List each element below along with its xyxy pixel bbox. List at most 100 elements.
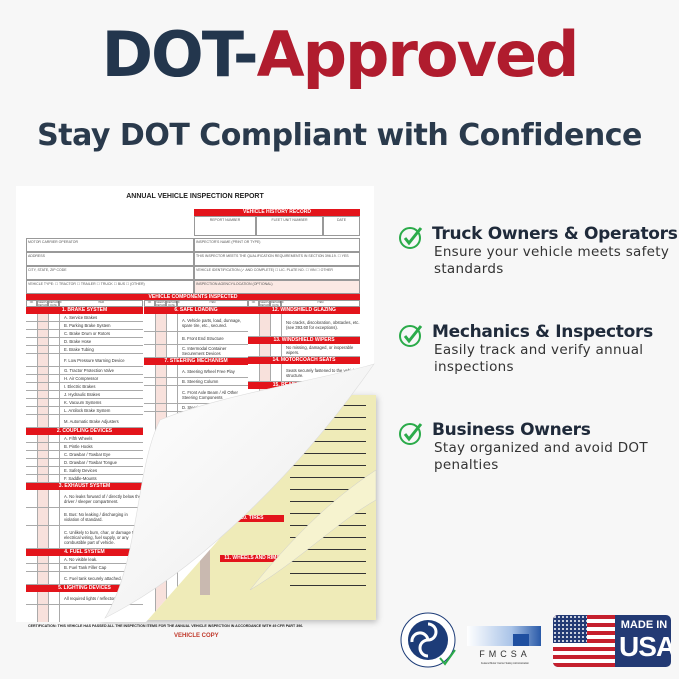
subheadline: Stay DOT Compliant with Confidence <box>37 118 642 153</box>
inspection-item: B. Parking Brake System <box>26 322 143 330</box>
fmcsa-logo: FMCSA Federal Motor Carrier Safety Admin… <box>465 622 545 668</box>
benefit-title: Mechanics & Inspectors <box>432 322 653 342</box>
form-field: VEHICLE IDENTIFICATION (✓ AND COMPLETE) … <box>194 266 360 280</box>
ruled-line <box>290 429 366 430</box>
inspection-item: C. Drawbar / Towbar Eye <box>26 451 143 459</box>
item-label: B. Front End Structure <box>182 335 224 341</box>
inspection-item: D. Drawbar / Towbar Tongue <box>26 459 143 467</box>
item-label: All required lights / reflectors operabl… <box>64 595 136 601</box>
item-label: C. Brake Drum or Rotors <box>64 331 111 336</box>
history-col: FLEET UNIT NUMBER <box>256 216 323 236</box>
form-field: VEHICLE TYPE: ☐ TRACTOR ☐ TRAILER ☐ TRUC… <box>26 280 194 294</box>
item-label: No cracks, discoloration, obstacles, etc… <box>286 320 360 330</box>
headline-dot: DOT- <box>101 18 259 91</box>
headline: DOT-Approved <box>0 18 679 91</box>
white-curl <box>104 363 375 619</box>
col-header: ITEM <box>177 300 248 307</box>
col-header: NEEDS REPAIR <box>37 300 48 307</box>
item-label: B. Bus: No leaking / discharging in viol… <box>64 511 128 522</box>
back-section-wheels: 11. WHEELS AND RIMS <box>220 555 284 562</box>
section-header: 14. MOTORCOACH SEATS <box>248 357 360 364</box>
benefit-item: Mechanics & Inspectors Easily track and v… <box>398 322 679 376</box>
section-header: 7. STEERING MECHANISM <box>144 358 248 365</box>
item-label: M. Automatic Brake Adjusters <box>64 418 119 424</box>
section-header: 13. WINDSHIELD WIPERS <box>248 337 360 344</box>
inspection-item: F. Saddle-Mounts <box>26 475 143 483</box>
inspection-item: I. Electric Brakes <box>26 383 143 391</box>
ruled-line <box>290 453 366 454</box>
history-record-bar: VEHICLE HISTORY RECORD <box>194 209 360 216</box>
inspection-item: A. Vehicle parts, load, dunnage, spare t… <box>144 314 248 332</box>
check-circle-icon <box>399 325 423 347</box>
item-label: J. Hydraulic Brakes <box>64 392 101 397</box>
item-label: C. Unlikely to burn, char, or damage the… <box>64 529 138 545</box>
fmcsa-text: FMCSA <box>479 649 531 659</box>
col-header: ITEM <box>59 300 143 307</box>
inspection-item: B. Bus: No leaking / discharging in viol… <box>26 508 143 526</box>
benefit-description: Stay organized and avoid DOT penalties <box>434 440 648 473</box>
col-header: OK <box>144 300 155 307</box>
section-header: 1. BRAKE SYSTEM <box>26 307 143 314</box>
inspection-item: E. Safety Devices <box>26 467 143 475</box>
inspection-item: C. Unlikely to burn, char, or damage the… <box>26 526 143 549</box>
col-header: REPAIRED DATE <box>48 300 62 307</box>
item-label: F. Low Pressure Warning Device <box>64 357 125 363</box>
item-label: B. Pintle Hooks <box>64 444 93 449</box>
truck-cab <box>513 634 529 646</box>
item-label: B. Steering Column <box>182 379 219 384</box>
inspection-item: C. Brake Drum or Rotors <box>26 330 143 338</box>
truck-graphic <box>467 626 541 646</box>
item-label: D. Brake Hose <box>64 339 92 344</box>
inspection-item: B. Front End Structure <box>144 332 248 345</box>
inspection-item: C. Intermodal Container Securement Devic… <box>144 345 248 358</box>
inspection-item: E. Brake Tubing <box>26 346 143 354</box>
ruled-line <box>290 537 366 538</box>
benefit-description: Ensure your vehicle meets safety standar… <box>434 244 670 277</box>
form-field: INSPECTION AGENCY/LOCATION (OPTIONAL) <box>194 280 360 294</box>
benefit-description: Easily track and verify annual inspectio… <box>434 342 644 375</box>
inspection-item: C. Fuel tank securely attached. <box>26 572 143 585</box>
col-header: ITEM <box>281 300 360 307</box>
col-header: REPAIRED DATE <box>270 300 284 307</box>
item-label: A. Service Brakes <box>64 315 98 320</box>
item-label: F. Saddle-Mounts <box>64 476 97 481</box>
form-title: ANNUAL VEHICLE INSPECTION REPORT <box>126 193 264 200</box>
item-label: A. Steering Wheel Free Play <box>182 368 235 374</box>
yellow-curl <box>249 469 377 591</box>
item-label: E. Brake Tubing <box>64 347 94 352</box>
item-label: H. Air Compressor <box>64 376 99 381</box>
item-label: A. No visible leak. <box>64 557 98 562</box>
section-header: 2. COUPLING DEVICES <box>26 428 143 435</box>
inspection-item: A. Service Brakes <box>26 314 143 322</box>
section-header: 12. WINDSHIELD GLAZING <box>248 307 360 314</box>
item-label: E. Safety Devices <box>64 468 98 473</box>
item-label: D. Drawbar / Towbar Tongue <box>64 460 117 465</box>
form-field: CITY, STATE, ZIP CODE <box>26 266 194 280</box>
inspection-item: G. Tractor Protection Valve <box>26 367 143 375</box>
benefit-title: Truck Owners & Operators <box>432 224 678 244</box>
item-label: A. Fifth Wheels <box>64 436 93 441</box>
section-header: 4. FUEL SYSTEM <box>26 549 143 556</box>
column-divider <box>48 307 49 622</box>
back-section-tires: 10. TIRES <box>220 515 284 522</box>
col-header: OK <box>26 300 37 307</box>
fmcsa-subtext: Federal Motor Carrier Safety Administrat… <box>480 662 530 665</box>
usa-text: USA <box>619 631 671 662</box>
form-field: MOTOR CARRIER OPERATOR <box>26 238 194 252</box>
inspection-item: H. Air Compressor <box>26 375 143 383</box>
ruled-line <box>290 477 366 478</box>
inspection-item: No missing, damaged, or inoperable wiper… <box>248 344 360 357</box>
inspection-item: A. Steering Wheel Free Play <box>144 365 248 378</box>
inspection-item: A. No leaks forward of / directly below … <box>26 490 143 508</box>
check-circle-icon <box>399 227 423 249</box>
certification-text: CERTIFICATION: THIS VEHICLE HAS PASSED A… <box>28 624 304 628</box>
check-circle-icon <box>399 423 423 445</box>
item-label: A. No leaks forward of / directly below … <box>64 493 142 504</box>
form-field: INSPECTOR'S NAME (PRINT OR TYPE) <box>194 238 360 252</box>
ruled-line <box>290 489 366 490</box>
inspection-item: J. Hydraulic Brakes <box>26 391 143 399</box>
item-label: L. Antilock Brake System <box>64 408 111 413</box>
item-label: B. Parking Brake System <box>64 323 111 328</box>
benefit-item: Business Owners Stay organized and avoid … <box>398 420 679 474</box>
ruled-line <box>290 561 366 562</box>
